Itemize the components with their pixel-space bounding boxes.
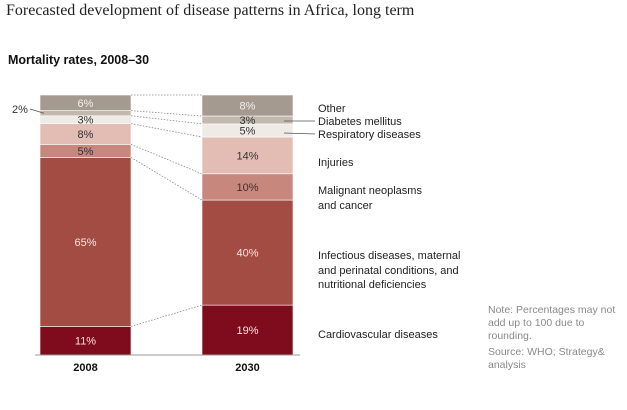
legend-label: nutritional deficiencies (318, 279, 427, 291)
legend-label: Infectious diseases, maternal (318, 250, 460, 262)
data-label: 65% (74, 237, 96, 249)
bar-segment (39, 326, 132, 356)
legend-label: Injuries (318, 157, 354, 169)
connector-line (130, 157, 203, 201)
legend-label: Respiratory diseases (318, 129, 421, 141)
bar-segment (201, 173, 294, 201)
bar-segment (201, 199, 294, 306)
data-label: 3% (240, 115, 256, 127)
legend-leader-line (283, 132, 316, 135)
source-text: Source: WHO; Strategy& analysis (488, 346, 605, 371)
legend-label: Other (318, 103, 346, 115)
connector-line (130, 144, 203, 175)
data-label: 5% (240, 125, 256, 137)
data-label: 10% (236, 182, 258, 194)
connector-line (130, 123, 203, 138)
chart-subtitle: Mortality rates, 2008–30 (8, 53, 150, 67)
legend-label: and cancer (318, 200, 373, 212)
data-label: 11% (75, 336, 96, 348)
connector-line (130, 110, 203, 117)
data-label: 6% (78, 98, 94, 110)
x-tick-label: 2008 (73, 362, 97, 374)
callout-label: 2% (12, 104, 28, 116)
callout-line (29, 108, 45, 114)
bar-segment (201, 136, 294, 175)
legend-label: and perinatal conditions, and (318, 265, 459, 277)
bar-segment (39, 110, 132, 117)
data-label: 5% (78, 146, 94, 158)
data-label: 14% (236, 150, 258, 162)
legend-label: Diabetes mellitus (318, 116, 402, 128)
note-text: Note: Percentages may not add up to 100 … (488, 304, 616, 342)
legend-label: Malignant neoplasms (318, 185, 422, 197)
data-label: 3% (78, 115, 94, 127)
data-label: 8% (240, 101, 256, 113)
chart-title: Forecasted development of disease patter… (6, 2, 415, 19)
connector-line (130, 115, 203, 125)
bar-segment (39, 157, 132, 327)
bar-segment (39, 94, 132, 111)
x-tick-label: 2030 (235, 362, 259, 374)
data-label: 19% (236, 325, 258, 337)
bar-segment (201, 94, 294, 117)
data-label: 40% (236, 248, 258, 260)
legend-label: Cardiovascular diseases (318, 329, 438, 341)
connector-line (130, 304, 203, 327)
data-label: 8% (78, 129, 94, 141)
